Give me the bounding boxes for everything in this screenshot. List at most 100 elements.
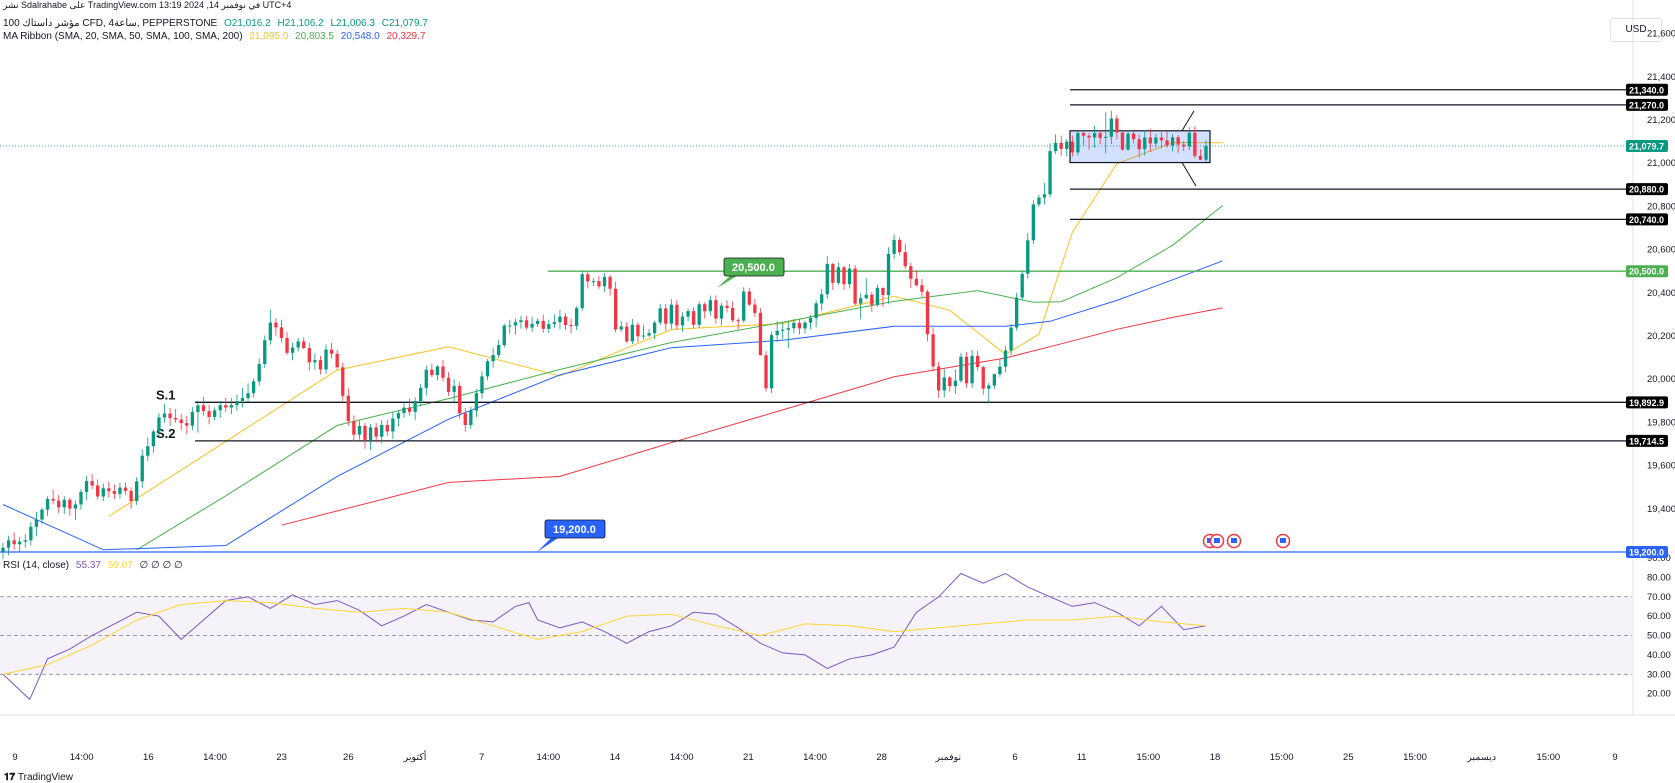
candle-body [680, 316, 685, 326]
candle [792, 318, 796, 334]
breakout-up-arrow [1181, 110, 1195, 132]
candle [497, 339, 501, 359]
candle-body [920, 285, 924, 292]
candle [574, 306, 579, 330]
candle-body [1014, 297, 1019, 328]
candle [396, 410, 401, 427]
candle-body [263, 340, 267, 365]
candle-body [987, 385, 991, 389]
candle-body [229, 405, 234, 408]
candle [536, 318, 540, 327]
candle [808, 315, 813, 330]
candle-body [240, 397, 245, 402]
ma-ribbon-legend[interactable]: MA Ribbon (SMA, 20, SMA, 50, SMA, 100, S… [3, 31, 429, 42]
callout-19200-box [544, 519, 606, 539]
tradingview-logo[interactable]: 𝟏𝟕 TradingView [4, 772, 73, 783]
candle-body [290, 347, 295, 353]
candle-body [970, 355, 974, 384]
candle-body [981, 367, 985, 389]
candle-body [302, 341, 306, 349]
candle-body [536, 320, 540, 324]
candle [491, 347, 495, 368]
candle-body [781, 329, 785, 331]
candle-body [1193, 132, 1197, 156]
candle-body [613, 288, 618, 330]
candle-body [820, 294, 824, 304]
candle-body [268, 322, 272, 341]
candle [335, 349, 339, 370]
candle-body [513, 322, 518, 326]
candle-body [792, 322, 796, 329]
candle [201, 396, 206, 416]
candle [212, 407, 217, 421]
currency-button[interactable]: USD [1610, 18, 1662, 42]
candle-body [96, 485, 100, 497]
s1-level-tag-label: 19,892.9 [1629, 398, 1664, 408]
candle [235, 394, 239, 411]
candle-body [257, 364, 261, 382]
candle [563, 312, 568, 330]
rsi-legend[interactable]: RSI (14, close) 55.37 59.07 ∅ ∅ ∅ ∅ [3, 560, 187, 571]
candle-body [51, 498, 55, 501]
candle-body [179, 419, 183, 424]
candle-body [1148, 137, 1152, 144]
candle [313, 353, 317, 370]
price-tick-label: 20,800.0 [1647, 201, 1675, 212]
candle [937, 361, 941, 398]
candle [196, 400, 200, 433]
candle-body [903, 252, 907, 267]
candle [847, 264, 852, 289]
candle-body [23, 540, 27, 542]
candle [953, 369, 958, 394]
candle-body [68, 499, 72, 509]
candle [463, 407, 467, 432]
candle-body [847, 268, 852, 285]
candle [341, 362, 345, 401]
candle-body [574, 308, 579, 327]
candle [346, 388, 350, 426]
candle-body [597, 281, 601, 287]
rsi-tick-label: 30.00 [1647, 669, 1671, 680]
candle-body [1009, 327, 1013, 351]
candle-body [218, 405, 222, 411]
sma50-line [136, 205, 1224, 551]
candle-body [1053, 142, 1058, 152]
candle [552, 314, 557, 328]
candle [703, 302, 707, 319]
candle-body [207, 411, 211, 417]
candle-body [146, 446, 150, 456]
candle-body [647, 333, 651, 336]
candle [641, 324, 646, 340]
candle [1059, 135, 1063, 156]
candle [836, 262, 841, 286]
candle-body [675, 304, 679, 326]
candle-body [925, 291, 930, 335]
sma200-line [281, 307, 1223, 526]
candle [368, 423, 373, 451]
candle-body [185, 423, 189, 426]
candle [263, 335, 267, 368]
candle [413, 397, 417, 420]
candle [730, 301, 735, 323]
candle-body [836, 267, 841, 283]
candle [736, 318, 740, 330]
candle [424, 365, 428, 396]
candle [151, 429, 156, 453]
candle-body [691, 311, 696, 325]
candle-body [753, 304, 757, 313]
candle-body [608, 277, 612, 289]
candle [680, 312, 685, 332]
candle-body [79, 491, 83, 505]
candle [859, 293, 863, 320]
candle [446, 372, 451, 397]
candle-body [329, 349, 334, 354]
candle [803, 320, 807, 334]
candle [68, 497, 72, 516]
candle [975, 350, 980, 371]
candle [775, 321, 779, 342]
candle [485, 359, 490, 381]
ohlc-close: C21,079.7 [381, 18, 428, 29]
candle-body [1042, 194, 1047, 198]
candle-body [1048, 151, 1052, 195]
